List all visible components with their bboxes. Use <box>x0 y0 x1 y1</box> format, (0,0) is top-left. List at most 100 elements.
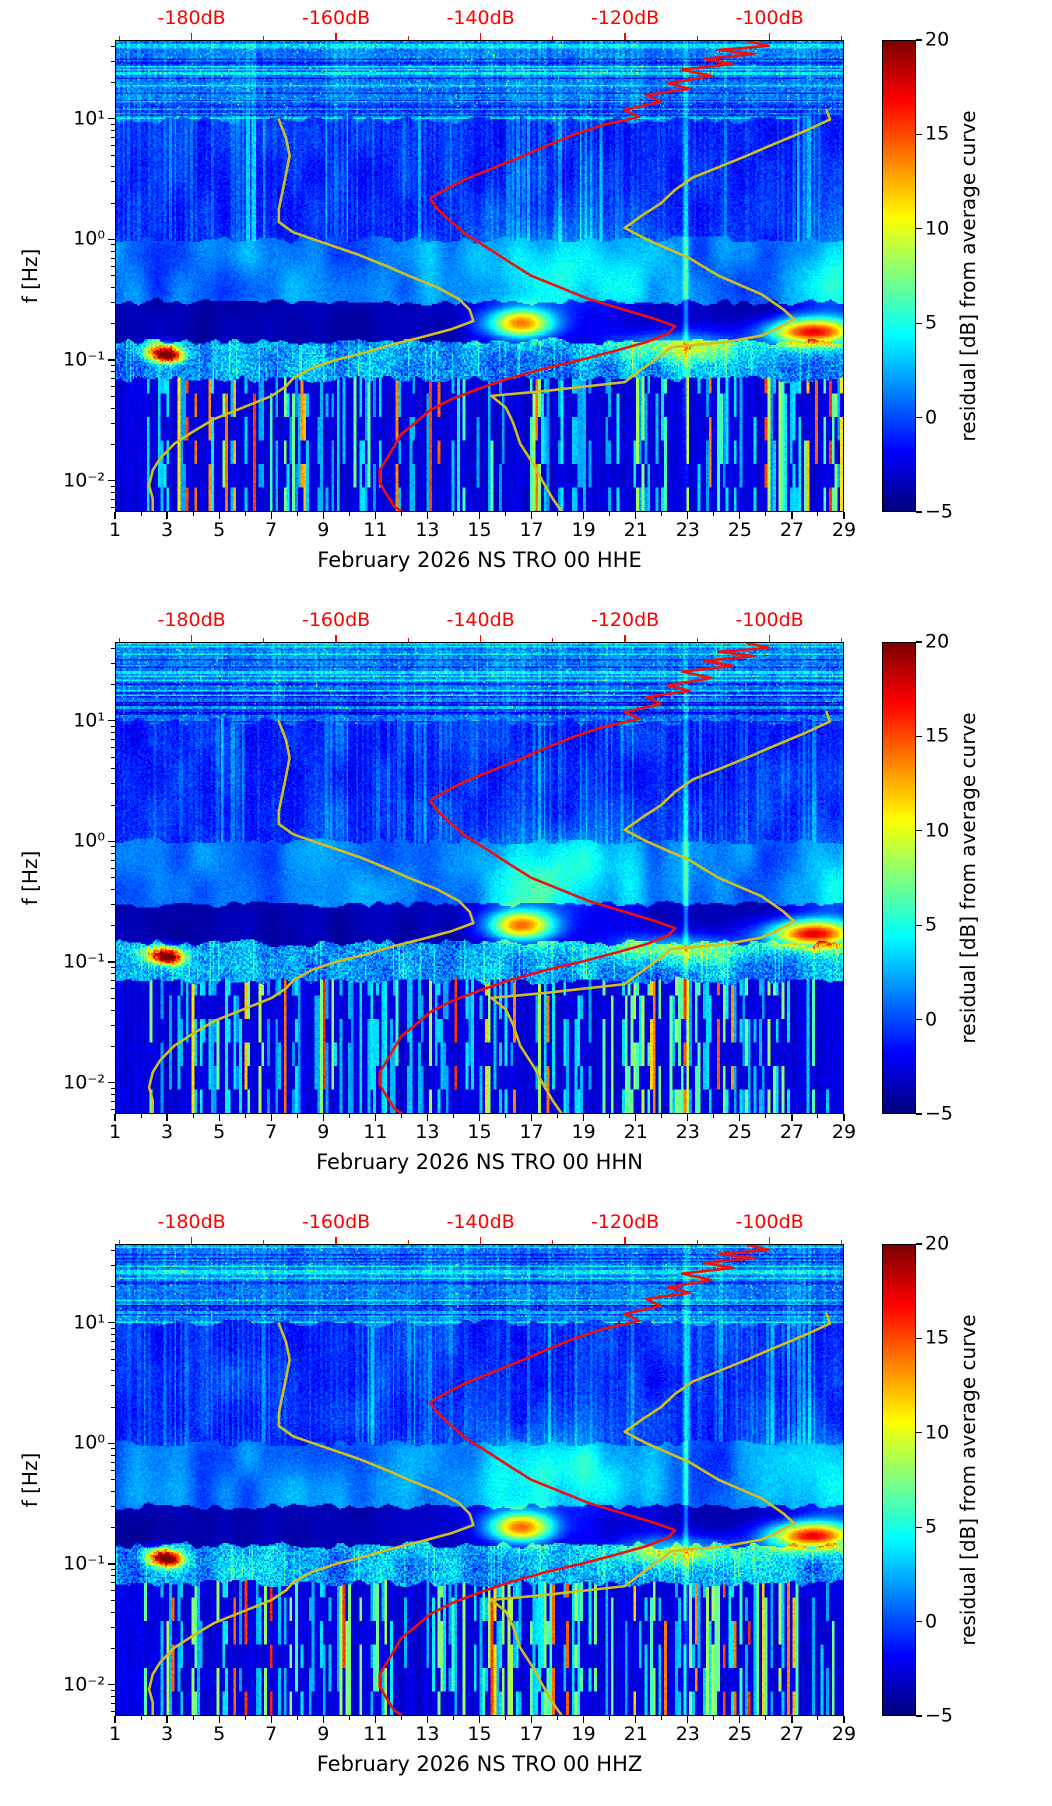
y-minor-tick <box>111 166 115 168</box>
psd-red-curve <box>378 41 771 511</box>
y-minor-tick <box>111 386 115 388</box>
x-minor-tick <box>296 512 298 516</box>
x-tick-label: 15 <box>467 1723 492 1745</box>
psd-red-curve <box>378 1245 771 1715</box>
colorbar-tick <box>916 417 922 419</box>
x-tick-label: 11 <box>363 1121 388 1143</box>
x-minor-tick <box>192 1114 194 1118</box>
top-axis-tick-label: -100dB <box>735 609 804 631</box>
x-major-tick <box>843 512 845 519</box>
colorbar <box>882 40 916 512</box>
x-major-tick <box>791 512 793 519</box>
x-minor-tick <box>452 1716 454 1720</box>
y-major-tick <box>108 1684 115 1686</box>
top-axis-major-tick <box>190 635 193 642</box>
x-major-tick <box>166 512 168 519</box>
reference-yellow-low-curve <box>147 1322 475 1715</box>
y-minor-tick <box>111 395 115 397</box>
y-minor-tick <box>111 683 115 685</box>
y-minor-tick <box>111 783 115 785</box>
x-tick-label: 29 <box>831 519 857 541</box>
y-major-tick <box>108 238 115 240</box>
y-minor-tick <box>111 443 115 445</box>
y-minor-tick <box>111 1340 115 1342</box>
y-minor-tick <box>111 1349 115 1351</box>
y-minor-tick <box>111 1590 115 1592</box>
colorbar-tick <box>916 1243 922 1245</box>
colorbar-tick-label: −5 <box>925 1102 954 1125</box>
top-axis-major-tick <box>479 1237 482 1244</box>
y-minor-tick <box>111 301 115 303</box>
x-minor-tick <box>713 1716 715 1720</box>
colorbar-tick <box>916 830 922 832</box>
y-minor-tick <box>111 1370 115 1372</box>
colorbar-tick <box>916 924 922 926</box>
x-major-tick <box>635 1716 637 1723</box>
x-tick-label: 9 <box>317 1723 330 1745</box>
top-axis-minor-tick <box>407 638 409 642</box>
y-minor-tick <box>111 925 115 927</box>
x-minor-tick <box>505 1114 507 1118</box>
top-axis-major-tick <box>479 635 482 642</box>
y-minor-tick <box>111 1448 115 1450</box>
x-major-tick <box>426 512 429 519</box>
top-axis-major-tick <box>624 33 626 40</box>
x-major-tick <box>322 512 324 519</box>
x-major-tick <box>687 1716 689 1723</box>
y-minor-tick <box>111 1582 115 1584</box>
y-minor-tick <box>111 365 115 367</box>
x-major-tick <box>530 1716 533 1723</box>
x-minor-tick <box>140 1114 142 1118</box>
y-minor-tick <box>111 731 115 733</box>
top-axis-tick-label: -120dB <box>590 1211 660 1233</box>
x-major-tick <box>791 1716 793 1723</box>
x-tick-label: 1 <box>108 519 122 541</box>
colorbar-tick <box>916 1019 922 1021</box>
top-axis-minor-tick <box>841 1240 843 1244</box>
colorbar-tick-label: 15 <box>925 1326 950 1349</box>
colorbar <box>882 642 916 1114</box>
x-minor-tick <box>140 1716 142 1720</box>
y-minor-tick <box>111 852 115 854</box>
y-minor-tick <box>111 1385 115 1387</box>
x-major-tick <box>166 1716 168 1723</box>
x-tick-label: 11 <box>363 1723 388 1745</box>
x-minor-tick <box>817 512 819 516</box>
x-tick-label: 7 <box>265 1723 278 1745</box>
x-major-tick <box>374 1114 376 1121</box>
x-major-tick <box>426 1716 429 1723</box>
plot-area <box>115 642 844 1114</box>
y-tick-label: 10¹ <box>73 1311 105 1334</box>
colorbar-tick-label: 5 <box>925 913 938 936</box>
y-minor-tick <box>111 1327 115 1329</box>
top-axis-tick-label: -100dB <box>735 1211 804 1233</box>
top-axis-major-tick <box>768 635 771 642</box>
y-minor-tick <box>111 45 115 47</box>
reference-yellow-low-curve <box>147 720 475 1113</box>
top-axis-minor-tick <box>696 638 698 642</box>
x-major-tick <box>530 512 533 519</box>
colorbar-tick-label: 5 <box>925 1515 938 1538</box>
x-tick-label: 9 <box>317 1121 330 1143</box>
colorbar-tick-label: 15 <box>925 724 950 747</box>
top-axis-tick-label: -140dB <box>446 1211 515 1233</box>
y-minor-tick <box>111 1461 115 1463</box>
colorbar-tick <box>916 641 922 643</box>
top-axis-major-tick <box>335 635 337 642</box>
x-minor-tick <box>661 1114 663 1118</box>
x-tick-label: 3 <box>161 1121 174 1143</box>
top-axis-tick-label: -120dB <box>590 609 660 631</box>
x-major-tick <box>270 512 272 519</box>
x-tick-label: 27 <box>779 1723 805 1745</box>
y-minor-tick <box>111 1710 115 1712</box>
y-minor-tick <box>111 967 115 969</box>
y-minor-tick <box>111 371 115 373</box>
x-tick-label: 13 <box>415 1121 440 1143</box>
top-axis-major-tick <box>768 33 771 40</box>
x-major-tick <box>791 1114 793 1121</box>
y-minor-tick <box>111 202 115 204</box>
y-minor-tick <box>111 1024 115 1026</box>
x-tick-label: 19 <box>571 1121 596 1143</box>
colorbar <box>882 1244 916 1716</box>
x-major-tick <box>635 1114 637 1121</box>
